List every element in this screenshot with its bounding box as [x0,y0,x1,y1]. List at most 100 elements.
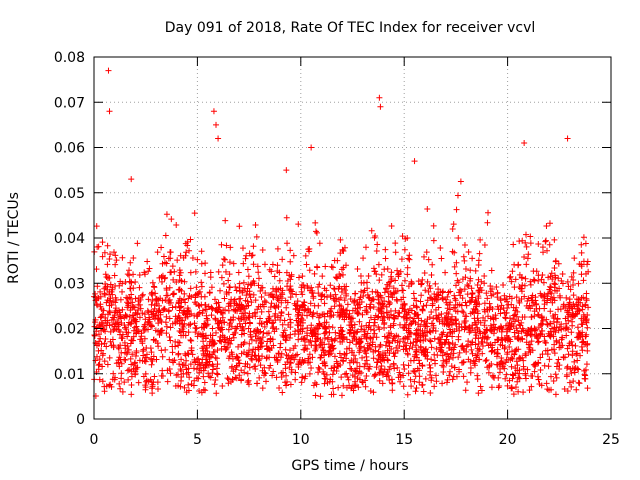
data-point [481,308,488,315]
axis-ticks [93,56,612,420]
data-point [181,290,188,297]
data-point [246,347,253,354]
data-point [206,354,213,361]
data-point [148,290,155,297]
data-point [196,359,203,366]
data-point [128,391,135,398]
data-point [548,270,555,277]
data-point [372,288,379,295]
data-point [401,308,408,315]
data-point [477,284,484,291]
data-point [477,236,484,243]
data-point [284,240,291,247]
data-point [534,373,541,380]
data-point [362,244,369,251]
data-point [118,315,125,322]
data-point [219,314,226,321]
data-point [236,360,243,367]
data-point [118,370,125,377]
data-point [475,287,482,294]
data-point [424,278,431,285]
data-point [172,320,179,327]
data-point [95,331,102,338]
data-point [582,301,589,308]
data-point [420,388,427,395]
data-point [368,227,375,234]
data-point [278,289,285,296]
data-point [509,375,516,382]
data-point [462,266,469,273]
data-point [389,338,396,345]
data-point [122,312,129,319]
data-point [432,306,439,313]
data-point [354,300,361,307]
data-point [419,306,426,313]
data-point [316,320,323,327]
data-point [329,345,336,352]
data-point [212,329,219,336]
data-point [156,302,163,309]
data-point [298,288,305,295]
data-point [104,261,111,268]
data-point [462,299,469,306]
data-point [416,379,423,386]
x-tick-label: 15 [395,432,413,448]
data-point [375,299,382,306]
data-point [117,296,124,303]
data-point [521,253,528,260]
data-point [350,358,357,365]
data-point [127,307,134,314]
data-point [156,274,163,281]
data-point [329,264,336,271]
data-point [351,297,358,304]
data-point [308,144,315,151]
data-point [580,234,587,241]
data-point [423,345,430,352]
data-point [119,254,126,261]
data-point [227,340,234,347]
data-point [240,287,247,294]
data-point [397,378,404,385]
data-point [247,320,254,327]
data-point [566,311,573,318]
data-point [584,385,591,392]
data-point [295,221,302,228]
data-point [312,228,319,235]
y-tick-label: 0 [76,412,85,428]
data-point [482,357,489,364]
data-point [515,317,522,324]
data-point [117,278,124,285]
data-point [563,365,570,372]
data-point [570,276,577,283]
data-point [583,290,590,297]
data-point [125,346,132,353]
data-point [316,365,323,372]
data-point [331,303,338,310]
y-tick-label: 0.05 [54,186,85,202]
data-point [578,315,585,322]
data-point [262,290,269,297]
data-point [329,371,336,378]
data-point [502,336,509,343]
data-point [535,272,542,279]
data-point [448,321,455,328]
data-point [235,343,242,350]
data-point [195,355,202,362]
data-point [399,303,406,310]
data-point [490,324,497,331]
data-point [162,232,169,239]
data-point [124,295,131,302]
data-point [331,286,338,293]
data-point [169,343,176,350]
data-point [339,327,346,334]
data-point [418,349,425,356]
data-point [429,261,436,268]
data-point [568,370,575,377]
data-point [420,302,427,309]
data-point [142,358,149,365]
data-point [207,374,214,381]
data-point [343,370,350,377]
data-point [406,329,413,336]
data-point [335,384,342,391]
data-point [175,351,182,358]
